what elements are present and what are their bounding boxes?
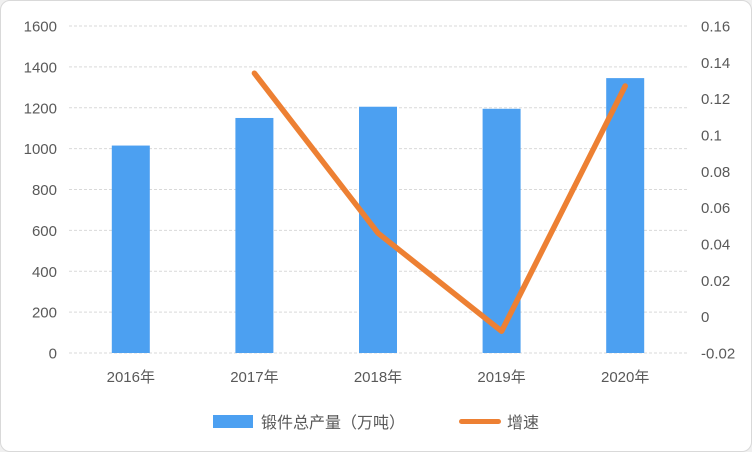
bar-2019年 xyxy=(482,108,521,353)
right-axis-tick-label: 0.08 xyxy=(701,164,730,181)
x-axis-tick-label: 2016年 xyxy=(107,369,155,386)
left-axis-tick-label: 1000 xyxy=(24,141,57,158)
left-axis-tick-label: 1200 xyxy=(24,100,57,117)
right-axis-tick-label: 0.1 xyxy=(701,128,722,145)
left-axis-tick-label: 1400 xyxy=(24,59,57,76)
right-axis-tick-label: 0.12 xyxy=(701,91,730,108)
left-axis-tick-label: 200 xyxy=(32,305,57,322)
right-axis-tick-label: 0 xyxy=(701,309,709,326)
right-axis-tick-label: 0.14 xyxy=(701,55,730,72)
legend-label-growth: 增速 xyxy=(507,415,540,432)
legend-label-production: 锻件总产量（万吨） xyxy=(260,415,405,432)
bar-2020年 xyxy=(606,78,645,353)
right-axis-tick-label: 0.02 xyxy=(701,273,730,290)
line-series-swatch xyxy=(459,418,501,424)
left-axis-tick-label: 0 xyxy=(49,346,57,363)
bar-2016年 xyxy=(111,145,150,353)
chart-canvas: 1600 1400 1200 1000 800 600 400 200 0 0.16 0.14 0.1… xyxy=(24,19,736,387)
x-axis-tick-label: 2019年 xyxy=(477,369,525,386)
legend-item-growth: 增速 xyxy=(459,409,539,433)
left-axis-tick-label: 1600 xyxy=(24,19,57,36)
right-axis-tick-label: -0.02 xyxy=(701,346,735,363)
growth-rate-line xyxy=(251,70,628,334)
right-axis-tick-label: 0.06 xyxy=(701,200,730,217)
left-axis-tick-label: 800 xyxy=(32,182,57,199)
bar-2017年 xyxy=(235,117,274,353)
x-axis-tick-label: 2018年 xyxy=(354,369,402,386)
right-axis-tick-label: 0.04 xyxy=(701,237,730,254)
legend-item-production: 锻件总产量（万吨） xyxy=(212,409,405,433)
left-axis-tick-label: 600 xyxy=(32,223,57,240)
left-axis-tick-label: 400 xyxy=(32,264,57,281)
bar-series-swatch xyxy=(212,414,253,428)
x-axis-tick-label: 2020年 xyxy=(601,369,649,386)
chart-legend: 锻件总产量（万吨） 增速 xyxy=(1,409,751,433)
x-axis-tick-label: 2017年 xyxy=(230,369,278,386)
right-axis-tick-label: 0.16 xyxy=(701,19,730,36)
